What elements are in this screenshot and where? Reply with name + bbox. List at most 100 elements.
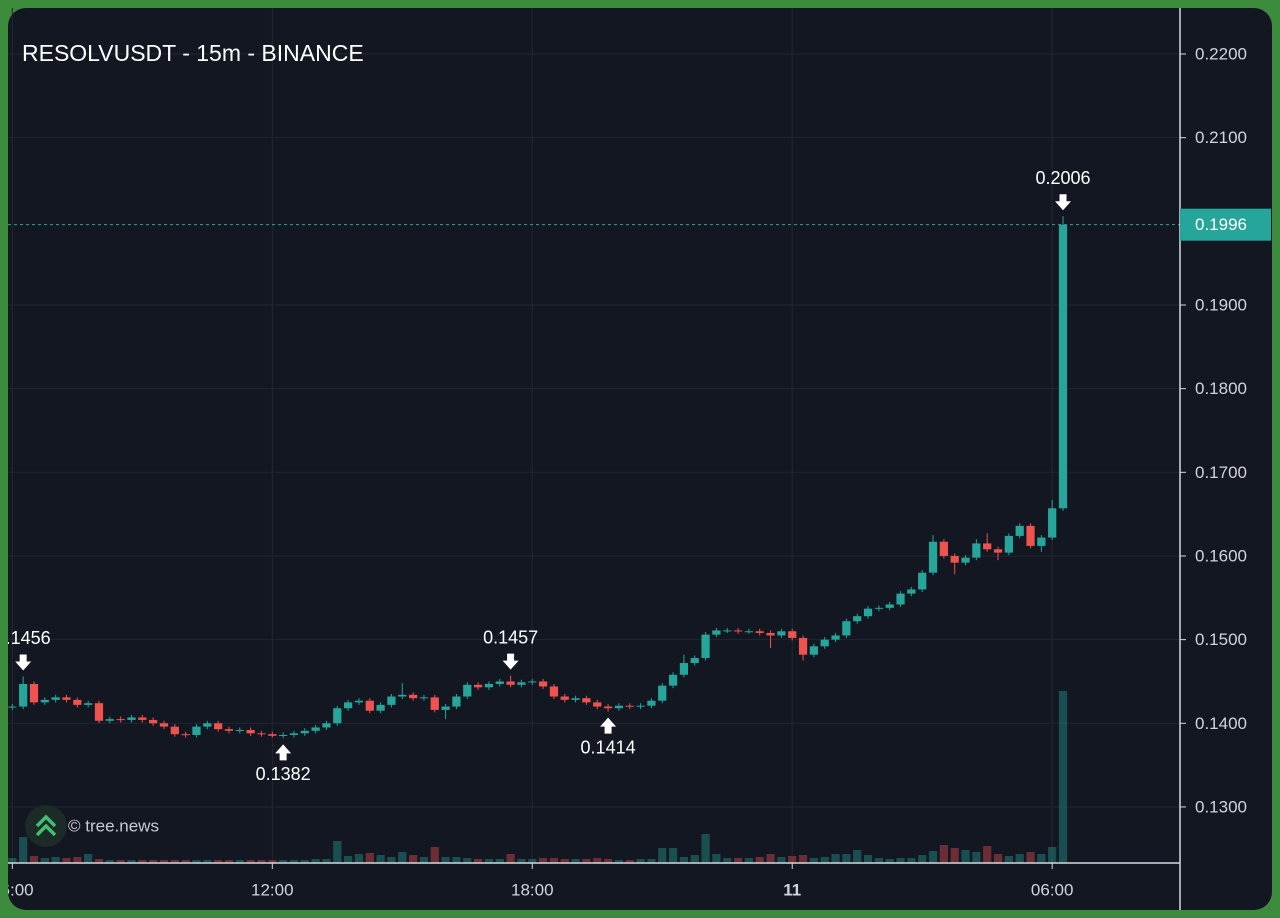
candle-body	[430, 697, 439, 710]
volume-bar	[863, 855, 873, 863]
volume-bar	[701, 834, 710, 863]
candle-body	[311, 727, 320, 731]
candle-body	[690, 658, 699, 664]
volume-bar	[40, 858, 49, 863]
annotation-arrow	[600, 717, 617, 734]
volume-bar	[311, 859, 320, 863]
volume-bar	[950, 848, 959, 863]
candle-body	[279, 735, 288, 737]
volume-bar	[571, 859, 580, 863]
x-tick-label: 06:00	[1031, 880, 1074, 899]
candle-body	[560, 696, 569, 700]
volume-bar	[636, 859, 645, 863]
candle-body	[842, 621, 851, 636]
y-tick-label: 0.2200	[1195, 44, 1247, 63]
volume-bar	[658, 848, 667, 863]
candle-body	[777, 631, 786, 636]
candle-body	[712, 630, 721, 635]
volume-bar	[257, 860, 266, 863]
volume-bar	[181, 860, 190, 863]
candle-body	[863, 608, 873, 617]
candle-body	[419, 697, 429, 699]
volume-bar	[127, 860, 136, 863]
candle-body	[84, 703, 93, 705]
candle-body	[116, 719, 125, 721]
candle-body	[549, 686, 559, 697]
candle-body	[29, 683, 39, 703]
volume-bar	[831, 854, 840, 863]
volume-bar	[441, 857, 450, 863]
volume-bar	[528, 859, 537, 863]
volume-bar	[224, 860, 234, 863]
watermark: © tree.news	[25, 805, 159, 847]
volume-bar	[116, 860, 125, 863]
volume-bar	[8, 858, 17, 863]
volume-bar	[430, 847, 439, 863]
candle-body	[289, 733, 299, 736]
annotation-arrow	[502, 653, 519, 670]
candle-body	[1048, 508, 1057, 538]
volume-bar	[614, 860, 624, 863]
volume-bar	[918, 855, 927, 863]
volume-bar	[766, 854, 775, 863]
candle-body	[939, 541, 948, 556]
candle-body	[159, 723, 169, 727]
annotation-label: 0.1414	[581, 737, 636, 757]
candle-body	[387, 696, 396, 705]
volume-bar	[885, 859, 894, 863]
annotation-label: 0.1382	[256, 764, 311, 784]
candle-body	[268, 734, 277, 736]
volume-bar	[788, 856, 797, 863]
volume-bar	[506, 854, 515, 863]
volume-bar	[300, 860, 309, 863]
volume-bar	[29, 856, 39, 863]
candle-body	[874, 607, 883, 609]
volume-bar	[538, 858, 548, 863]
y-tick-label: 0.1300	[1195, 797, 1247, 816]
volume-bar	[495, 859, 504, 863]
candle-body	[647, 700, 656, 706]
annotation-label: 0.1456	[0, 628, 51, 648]
candle-body	[138, 717, 147, 720]
volume-bar	[723, 858, 732, 863]
candle-body	[224, 729, 234, 731]
candle-body	[733, 630, 743, 632]
volume-bar	[279, 860, 288, 863]
volume-bar	[820, 857, 829, 863]
volume-bar	[593, 858, 602, 863]
candle-body	[170, 726, 179, 735]
y-tick-label: 0.1800	[1195, 379, 1247, 398]
volume-bar	[463, 858, 472, 863]
candle-body	[73, 699, 82, 705]
candle-body	[993, 549, 1003, 553]
candle-body	[1026, 525, 1035, 546]
candle-body	[398, 694, 407, 697]
volume-bar	[647, 859, 656, 863]
candle-body	[473, 684, 483, 688]
candle-body	[1058, 224, 1068, 509]
candle-body	[1037, 537, 1046, 546]
candle-body	[333, 708, 342, 724]
candle-body	[928, 541, 938, 573]
volume-bar	[214, 860, 223, 863]
y-tick-label: 0.1700	[1195, 463, 1247, 482]
volume-bar	[84, 854, 93, 863]
candle-body	[625, 705, 634, 707]
candle-body	[517, 682, 526, 685]
candle-body	[8, 706, 17, 708]
candle-body	[983, 543, 992, 550]
candle-body	[40, 699, 49, 703]
candle-body	[668, 674, 678, 686]
volume-bar	[398, 852, 407, 863]
candle-body	[907, 589, 916, 594]
volume-bar	[993, 854, 1003, 863]
volume-bar	[668, 848, 678, 863]
candle-body	[831, 635, 840, 640]
y-tick-label: 0.1400	[1195, 714, 1247, 733]
volume-bar	[1015, 854, 1024, 863]
candle-body	[300, 730, 309, 734]
candle-body	[214, 723, 223, 730]
candle-body	[788, 631, 797, 638]
volume-bar	[344, 856, 353, 863]
